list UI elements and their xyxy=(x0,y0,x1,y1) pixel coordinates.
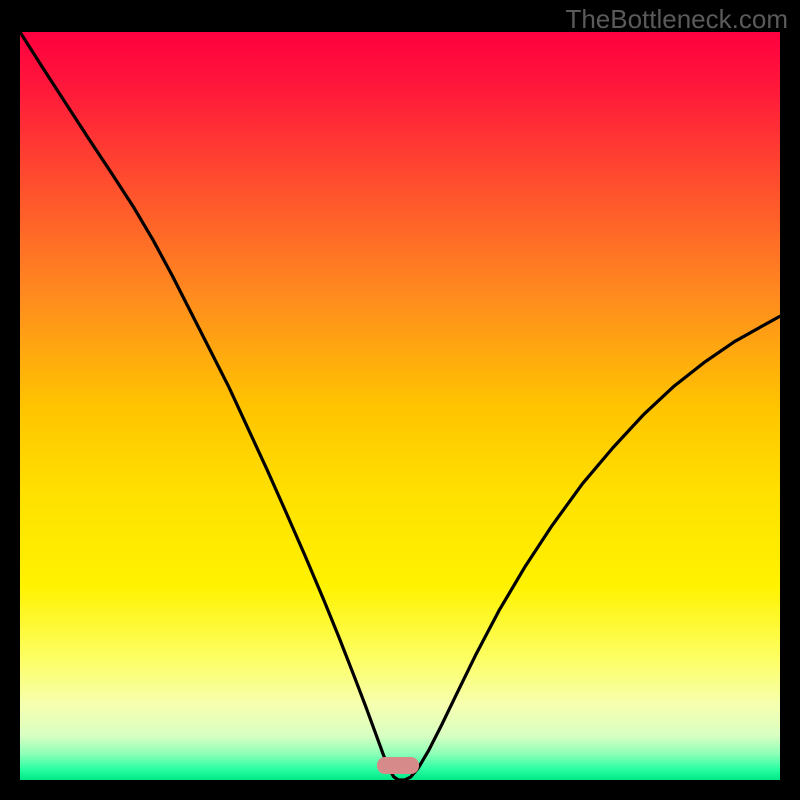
optimal-marker xyxy=(377,757,419,774)
bottleneck-curve xyxy=(20,32,780,780)
frame-left xyxy=(0,0,20,800)
frame-right xyxy=(780,0,800,800)
frame-bottom xyxy=(0,780,800,800)
plot-area xyxy=(20,32,780,780)
watermark-text: TheBottleneck.com xyxy=(565,4,788,35)
